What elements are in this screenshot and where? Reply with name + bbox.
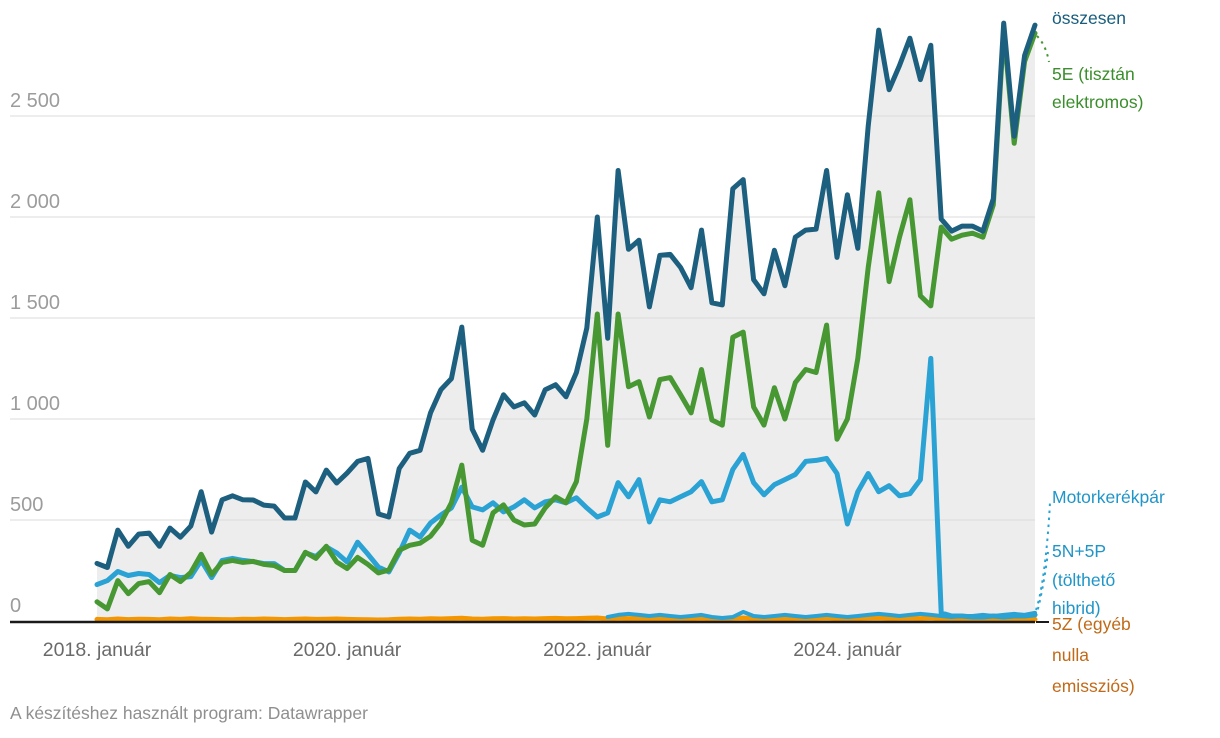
series-label-n5p: 5N+5P (tölthető hibrid) [1052,541,1115,618]
series-line-z5 [94,615,1038,623]
x-tick-label-2018: 2018. január [43,639,152,661]
series-area-osszesen [97,23,1035,622]
y-tick-label-2500: 2 500 [10,90,60,112]
label-connector-n5p [1035,551,1049,617]
x-tick-label-2020: 2020. január [293,639,402,661]
y-tick-label-0: 0 [10,595,21,617]
series-label-e5: 5E (tisztán elektromos) [1052,64,1143,112]
series-line-e5 [94,27,1038,612]
label-connector-moto [1035,501,1051,611]
y-tick-label-1000: 1 000 [10,393,60,415]
y-tick-label-500: 500 [10,494,43,516]
x-tick-label-2022: 2022. január [543,639,652,661]
label-connector-e5 [1036,35,1050,63]
footer-credit: A készítéshez használt program: Datawrap… [10,703,368,723]
series-label-osszesen: összesen [1052,8,1126,28]
x-tick-label-2024: 2024. január [793,639,902,661]
series-line-osszesen [94,20,1038,570]
series-label-z5: 5Z (egyéb nulla emissziós) [1052,614,1135,696]
y-tick-label-2000: 2 000 [10,191,60,213]
y-tick-label-1500: 1 500 [10,292,60,314]
series-label-moto: Motorkerékpár [1052,487,1165,507]
